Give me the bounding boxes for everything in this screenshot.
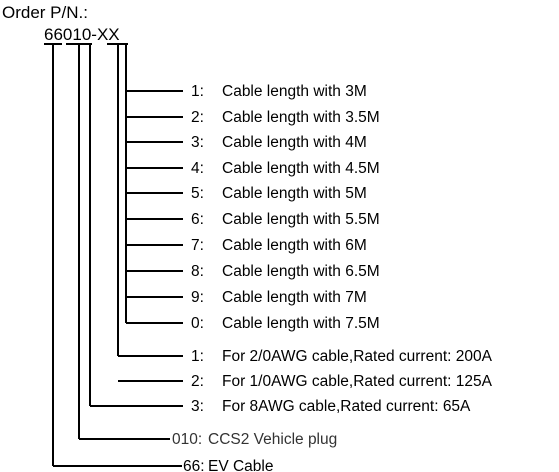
type-option-label: EV Cable <box>208 458 273 472</box>
pn-suffix: XX <box>97 25 120 44</box>
length-option-5-code: 5: <box>191 185 204 202</box>
part-number: 66010-XX <box>44 25 120 44</box>
length-option-9-label: Cable length with 7M <box>222 289 367 306</box>
length-option-0-code: 0: <box>191 315 204 332</box>
cable-option-3-code: 3: <box>191 398 204 415</box>
cable-options: 1: For 2/0AWG cable,Rated current: 200A … <box>90 348 493 415</box>
plug-option: 010: CCS2 Vehicle plug <box>79 431 337 448</box>
length-option-6-label: Cable length with 5.5M <box>222 211 380 228</box>
cable-option-2-code: 2: <box>191 373 204 390</box>
length-option-4-label: Cable length with 4.5M <box>222 160 380 177</box>
pn-plug: 010 <box>63 25 91 44</box>
length-option-8-code: 8: <box>191 263 204 280</box>
cable-option-2-label: For 1/0AWG cable,Rated current: 125A <box>222 373 493 390</box>
plug-option-label: CCS2 Vehicle plug <box>208 431 337 448</box>
length-option-3-code: 3: <box>191 134 204 151</box>
length-option-6-code: 6: <box>191 211 204 228</box>
cable-option-1-label: For 2/0AWG cable,Rated current: 200A <box>222 348 493 365</box>
length-option-2-label: Cable length with 3.5M <box>222 109 380 126</box>
length-option-4-code: 4: <box>191 160 204 177</box>
length-option-3-label: Cable length with 4M <box>222 134 367 151</box>
length-option-7-code: 7: <box>191 237 204 254</box>
length-option-9-code: 9: <box>191 289 204 306</box>
length-option-8-label: Cable length with 6.5M <box>222 263 380 280</box>
pn-prefix: 66 <box>44 25 63 44</box>
length-option-1-label: Cable length with 3M <box>222 83 367 100</box>
type-option-code: 66: <box>183 458 205 472</box>
cable-option-1-code: 1: <box>191 348 204 365</box>
length-option-0-label: Cable length with 7.5M <box>222 315 380 332</box>
length-option-1-code: 1: <box>191 83 204 100</box>
length-options: 1: Cable length with 3M 2: Cable length … <box>126 83 380 332</box>
length-option-5-label: Cable length with 5M <box>222 185 367 202</box>
order-pn-label: Order P/N.: <box>2 3 88 22</box>
cable-option-3-label: For 8AWG cable,Rated current: 65A <box>222 398 471 415</box>
length-option-7-label: Cable length with 6M <box>222 237 367 254</box>
type-option: 66: EV Cable <box>53 458 273 472</box>
pn-dash: - <box>91 25 97 44</box>
plug-option-code: 010: <box>172 431 202 448</box>
length-option-2-code: 2: <box>191 109 204 126</box>
